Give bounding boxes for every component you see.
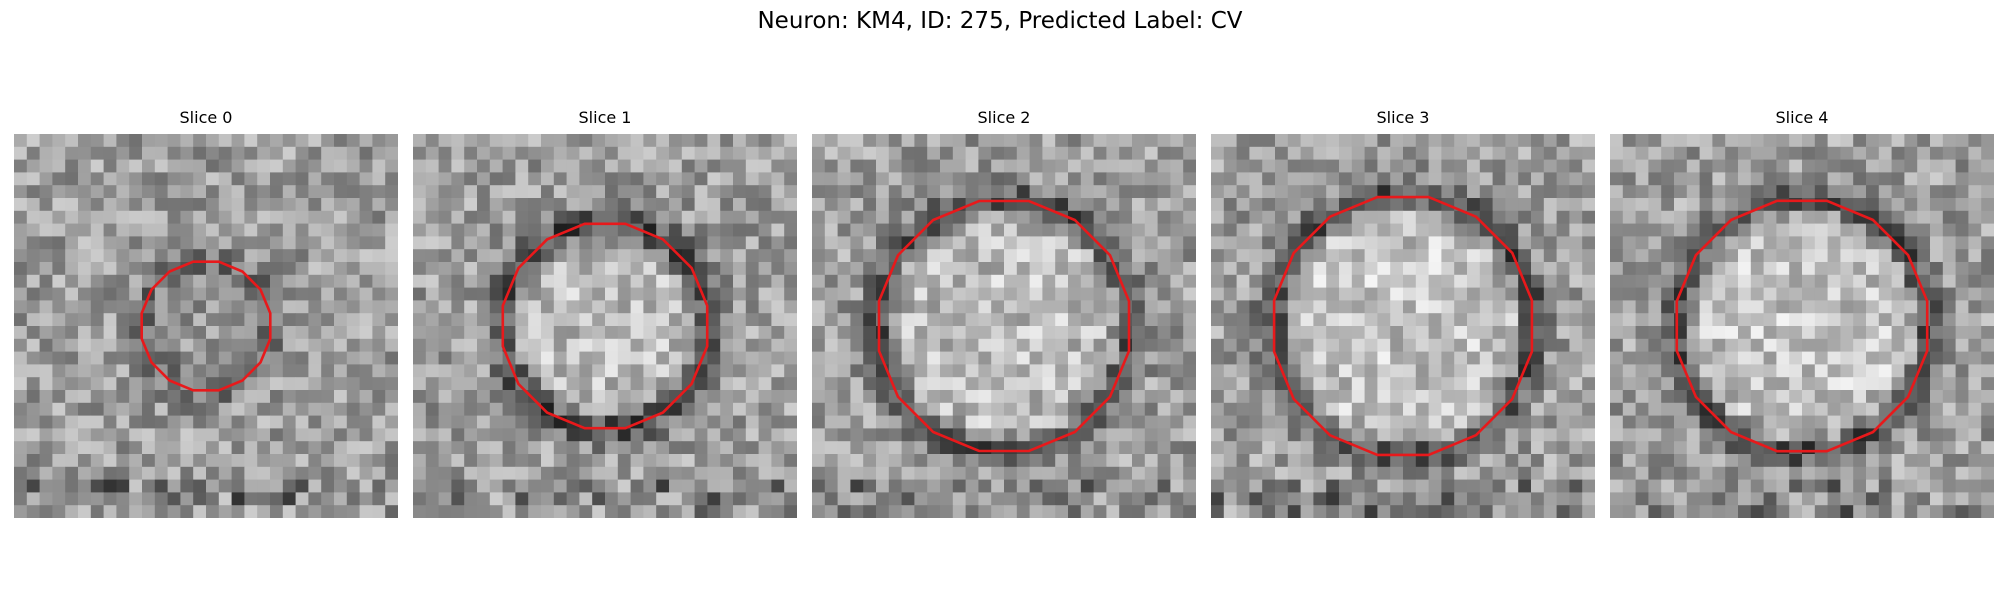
- slice-panel-2: Slice 2: [812, 108, 1196, 518]
- vesicle-outline: [1675, 199, 1929, 453]
- figure-title: Neuron: KM4, ID: 275, Predicted Label: C…: [757, 8, 1243, 34]
- slice-image: [812, 134, 1196, 518]
- slice-panel-1: Slice 1: [413, 108, 797, 518]
- pixel-grid: [1610, 134, 1994, 518]
- vesicle-outline: [1272, 195, 1534, 457]
- pixel-grid: [413, 134, 797, 518]
- slice-title: Slice 3: [1376, 108, 1430, 127]
- slice-panel-4: Slice 4: [1610, 108, 1994, 518]
- slice-panel-0: Slice 0: [14, 108, 398, 518]
- pixel-grid: [812, 134, 1196, 518]
- slice-image: [1211, 134, 1595, 518]
- slice-image: [413, 134, 797, 518]
- vesicle-outline: [501, 222, 709, 430]
- slice-title: Slice 2: [977, 108, 1031, 127]
- pixel-grid: [14, 134, 398, 518]
- slice-panel-3: Slice 3: [1211, 108, 1595, 518]
- pixel-grid: [1211, 134, 1595, 518]
- vesicle-outline: [877, 199, 1131, 453]
- slice-image: [14, 134, 398, 518]
- vesicle-outline: [140, 260, 272, 392]
- slice-title: Slice 4: [1775, 108, 1829, 127]
- slice-image: [1610, 134, 1994, 518]
- slice-title: Slice 1: [578, 108, 632, 127]
- slice-title: Slice 0: [179, 108, 233, 127]
